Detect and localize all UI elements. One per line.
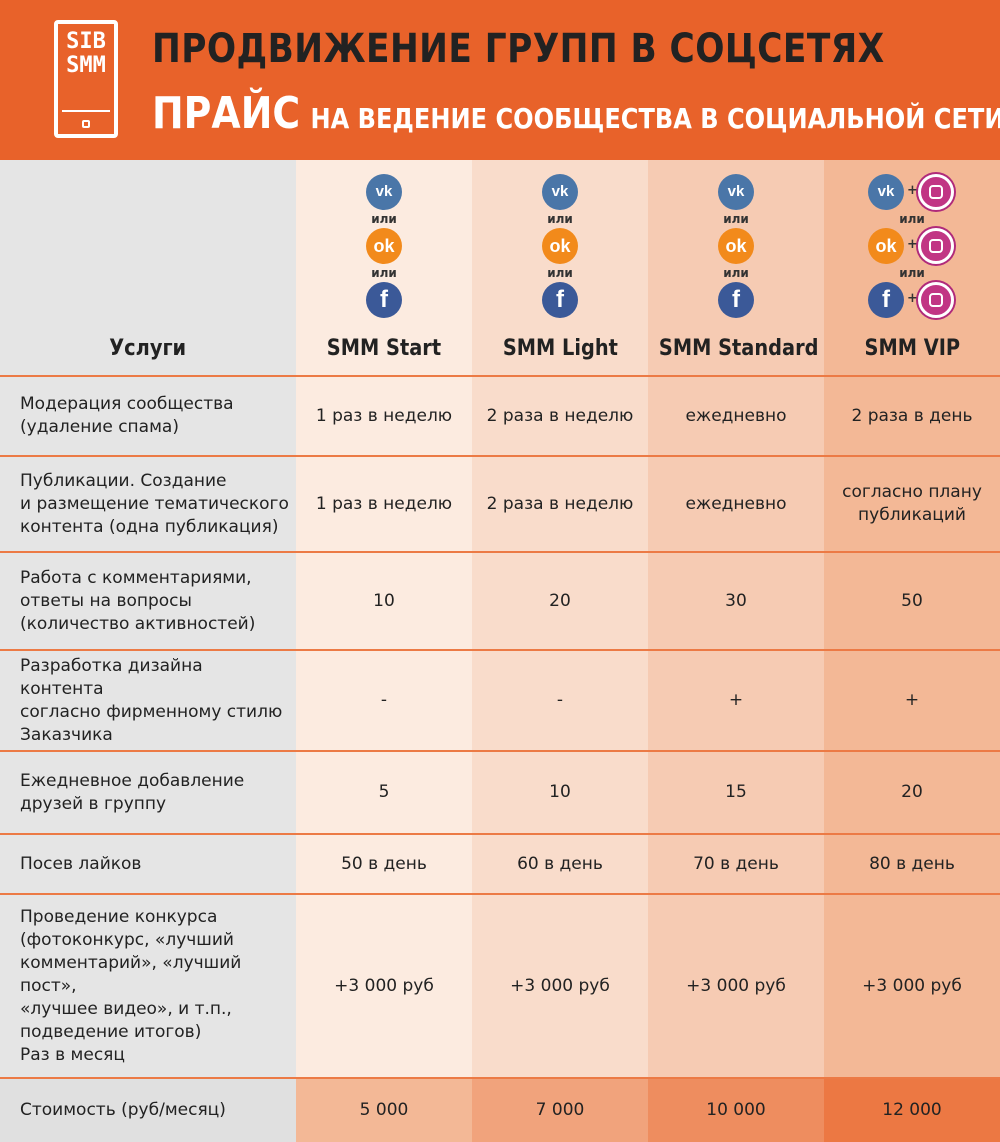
service-value-cell: 50: [901, 590, 923, 611]
service-label: Работа с комментариями, ответы на вопрос…: [20, 567, 256, 634]
service-label: Ежедневное добавление друзей в группу: [20, 770, 245, 814]
plan-column-vip: [824, 160, 1000, 1142]
sibsmm-logo: SIB SMM: [54, 20, 118, 138]
service-value-cell: 5: [378, 782, 390, 802]
service-value-cell: 80 в день: [869, 853, 955, 874]
phone-button-icon: [82, 120, 90, 128]
service-label: Публикации. Создание и размещение темати…: [20, 470, 289, 537]
service-value-cell: 20: [549, 590, 571, 611]
price-cell: 7 000: [535, 1099, 585, 1120]
facebook-icon: f: [718, 282, 754, 318]
plan-header-start: SMM Start: [326, 336, 442, 361]
services-header: Услуги: [109, 336, 187, 361]
odnoklassniki-icon: ok: [366, 228, 402, 264]
vk-icon: vk: [718, 174, 754, 210]
logo-line-2: SMM: [66, 53, 106, 78]
price-cell: 10 000: [706, 1099, 766, 1120]
row-divider: [0, 833, 1000, 835]
service-value-cell: 15: [725, 782, 747, 802]
vk-icon: vk: [868, 174, 904, 210]
logo-line-1: SIB: [66, 29, 106, 54]
service-label: Проведение конкурса (фотоконкурс, «лучши…: [20, 906, 242, 1065]
plan-header-vip: SMM VIP: [864, 336, 960, 361]
odnoklassniki-icon: ok: [868, 228, 904, 264]
service-label: Разработка дизайна контента согласно фир…: [20, 655, 283, 745]
instagram-icon: [918, 228, 954, 264]
page-subtitle: ПРАЙС НА ВЕДЕНИЕ СООБЩЕСТВА В СОЦИАЛЬНОЙ …: [152, 88, 1000, 139]
row-divider: [0, 375, 1000, 377]
service-value-cell: -: [380, 690, 388, 710]
price-row-label: Стоимость (руб/месяц): [20, 1099, 226, 1120]
vk-icon: vk: [366, 174, 402, 210]
or-label: или: [899, 212, 925, 226]
plus-sign: +: [907, 291, 918, 306]
or-label: или: [547, 212, 573, 226]
service-value-cell: 2 раза в неделю: [486, 405, 634, 426]
service-value-cell: 70 в день: [693, 853, 779, 874]
facebook-icon: f: [542, 282, 578, 318]
plan-header-standard: SMM Standard: [658, 336, 819, 361]
service-value-cell: -: [556, 690, 564, 710]
row-divider: [0, 1077, 1000, 1079]
service-value-cell: +: [728, 690, 744, 710]
odnoklassniki-icon: ok: [718, 228, 754, 264]
or-label: или: [723, 266, 749, 280]
social-icons-standard: vk или ok или f: [648, 172, 824, 322]
row-divider: [0, 893, 1000, 895]
or-label: или: [899, 266, 925, 280]
facebook-icon: f: [868, 282, 904, 318]
service-value-cell: 20: [901, 782, 923, 802]
instagram-icon: [918, 282, 954, 318]
instagram-icon: [918, 174, 954, 210]
service-value-cell: 2 раза в неделю: [486, 493, 634, 514]
vk-icon: vk: [542, 174, 578, 210]
facebook-icon: f: [366, 282, 402, 318]
service-label: Посев лайков: [20, 853, 142, 874]
service-value-cell: +3 000 руб: [686, 975, 786, 996]
social-icons-start: vk или ok или f: [296, 172, 472, 322]
service-value-cell: согласно плану публикаций: [842, 482, 982, 525]
plan-header-light: SMM Light: [502, 336, 618, 361]
row-divider: [0, 649, 1000, 651]
header-banner: SIB SMM ПРОДВИЖЕНИЕ ГРУПП В СОЦСЕТЯХ ПРА…: [0, 0, 1000, 160]
service-value-cell: 50 в день: [341, 853, 427, 874]
plan-column-light: [472, 160, 648, 1142]
or-label: или: [371, 212, 397, 226]
plus-sign: +: [907, 183, 918, 198]
service-value-cell: ежедневно: [685, 405, 787, 426]
plan-column-standard: [648, 160, 824, 1142]
row-divider: [0, 455, 1000, 457]
odnoklassniki-icon: ok: [542, 228, 578, 264]
row-divider: [0, 551, 1000, 553]
price-cell: 5 000: [359, 1099, 409, 1120]
service-value-cell: +3 000 руб: [510, 975, 610, 996]
service-value-cell: +3 000 руб: [334, 975, 434, 996]
subtitle-price: ПРАЙС: [152, 88, 301, 139]
service-value-cell: 30: [725, 590, 747, 611]
service-value-cell: 1 раз в неделю: [315, 405, 453, 426]
services-column: [0, 160, 296, 1142]
service-value-cell: +: [904, 690, 920, 710]
row-divider: [0, 750, 1000, 752]
or-label: или: [547, 266, 573, 280]
service-value-cell: +3 000 руб: [862, 975, 962, 996]
price-cell: 12 000: [882, 1099, 942, 1120]
plus-sign: +: [907, 237, 918, 252]
plan-column-start: [296, 160, 472, 1142]
service-value-cell: 10: [373, 590, 395, 611]
subtitle-description: НА ВЕДЕНИЕ СООБЩЕСТВА В СОЦИАЛЬНОЙ СЕТИ: [310, 102, 1000, 135]
service-value-cell: 10: [549, 782, 571, 802]
social-icons-vip: vk + или ok + или f +: [824, 172, 1000, 322]
service-value-cell: 2 раза в день: [851, 405, 973, 426]
social-icons-light: vk или ok или f: [472, 172, 648, 322]
service-value-cell: ежедневно: [685, 493, 787, 514]
service-value-cell: 1 раз в неделю: [315, 493, 453, 514]
or-label: или: [723, 212, 749, 226]
or-label: или: [371, 266, 397, 280]
service-label: Модерация сообщества (удаление спама): [20, 394, 234, 437]
service-value-cell: 60 в день: [517, 853, 603, 874]
page-title: ПРОДВИЖЕНИЕ ГРУПП В СОЦСЕТЯХ: [152, 26, 885, 72]
